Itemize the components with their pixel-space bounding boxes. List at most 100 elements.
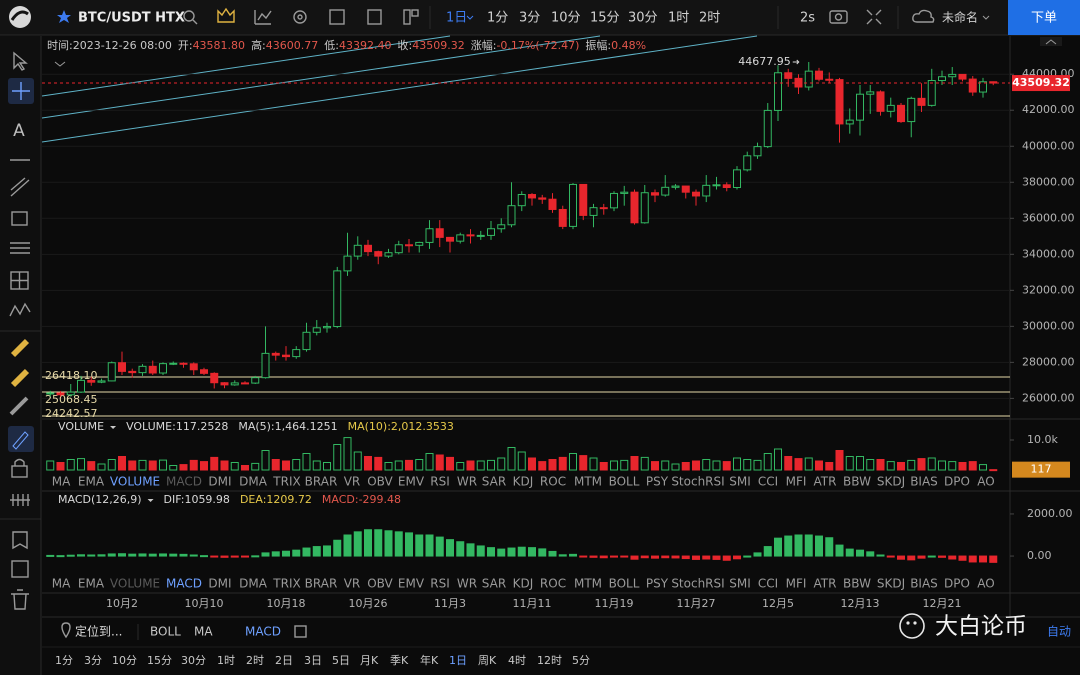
indicator-tab[interactable]: DPO xyxy=(944,577,970,591)
indicator-tab[interactable]: ATR xyxy=(814,475,837,489)
magnet-strong-tool[interactable] xyxy=(10,368,30,388)
indicator-tab[interactable]: SKDJ xyxy=(877,475,905,489)
period-option[interactable]: 30分 xyxy=(181,654,206,667)
bookmark-tool[interactable] xyxy=(12,531,28,550)
period-option[interactable]: 年K xyxy=(420,653,439,667)
period-option[interactable]: 1分 xyxy=(55,654,73,667)
indicator-tab[interactable]: AO xyxy=(977,475,994,489)
trend-line[interactable] xyxy=(41,35,758,143)
indicator-tab[interactable]: SKDJ xyxy=(877,577,905,591)
cloud-icon[interactable] xyxy=(912,9,935,23)
indicator-tab[interactable]: MTM xyxy=(574,577,602,591)
indicator-tab[interactable]: TRIX xyxy=(272,577,300,591)
period-option[interactable]: 3日 xyxy=(304,654,322,667)
indicator-tab[interactable]: SAR xyxy=(482,577,506,591)
period-option[interactable]: 2日 xyxy=(275,654,293,667)
collapse-caret[interactable] xyxy=(54,61,66,67)
indicator-tab[interactable]: MACD xyxy=(166,475,202,489)
indicator-tab[interactable]: SAR xyxy=(482,475,506,489)
locate-icon[interactable] xyxy=(61,622,71,639)
trend-line[interactable] xyxy=(41,35,601,119)
indicator-tab[interactable]: MACD xyxy=(166,577,202,591)
auto-scale[interactable]: 自动 xyxy=(1047,625,1071,639)
cursor-tool[interactable] xyxy=(13,51,28,71)
locate-button[interactable]: 定位到... xyxy=(75,624,122,639)
indicator-icon[interactable] xyxy=(254,10,272,25)
settings-icon[interactable] xyxy=(293,10,307,24)
overlay-toggle[interactable]: MACD xyxy=(245,625,281,639)
camera-icon[interactable] xyxy=(829,10,848,24)
dropdown-caret[interactable] xyxy=(147,499,154,502)
period-option[interactable]: 周K xyxy=(478,654,497,667)
period-option[interactable]: 4时 xyxy=(508,654,526,667)
period-option[interactable]: 3分 xyxy=(84,654,102,667)
indicator-tab[interactable]: BOLL xyxy=(609,475,640,489)
period-option[interactable]: 1时 xyxy=(217,654,235,667)
indicator-tab[interactable]: MA xyxy=(52,475,71,489)
period-option[interactable]: 5分 xyxy=(572,654,590,667)
crown-icon[interactable] xyxy=(217,7,235,23)
period-option[interactable]: 1时 xyxy=(668,11,689,26)
snapshot-icon[interactable] xyxy=(367,9,382,25)
indicator-tab[interactable]: MFI xyxy=(786,475,807,489)
indicator-tab[interactable]: DMI xyxy=(208,577,231,591)
interval-selected[interactable]: 1日 xyxy=(446,11,467,26)
indicator-tab[interactable]: DMA xyxy=(239,475,268,489)
period-option[interactable]: 3分 xyxy=(519,11,540,26)
refresh-rate[interactable]: 2s xyxy=(800,11,815,26)
indicator-tab[interactable]: BBW xyxy=(843,577,871,591)
symbol[interactable]: BTC/USDT HTX xyxy=(78,11,185,26)
period-option[interactable]: 1日 xyxy=(449,654,467,667)
indicator-tab[interactable]: EMA xyxy=(78,475,105,489)
visibility-tool[interactable] xyxy=(10,494,30,506)
logo[interactable] xyxy=(9,6,31,28)
period-option[interactable]: 5日 xyxy=(332,654,350,667)
indicator-tab[interactable]: TRIX xyxy=(272,475,300,489)
indicator-tab[interactable]: EMA xyxy=(78,577,105,591)
period-option[interactable]: 15分 xyxy=(590,11,620,26)
indicator-tab[interactable]: OBV xyxy=(367,475,393,489)
collapse-button[interactable] xyxy=(1040,37,1062,46)
indicator-tab[interactable]: DMA xyxy=(239,577,268,591)
trend-line[interactable] xyxy=(41,35,451,97)
rect-tool[interactable] xyxy=(11,211,28,226)
indicator-tab[interactable]: CCI xyxy=(758,475,778,489)
indicator-tab[interactable]: DPO xyxy=(944,475,970,489)
indicator-tab[interactable]: DMI xyxy=(208,475,231,489)
search-icon[interactable] xyxy=(183,10,195,22)
fib-tool[interactable] xyxy=(10,242,30,254)
draw-tool-bg[interactable] xyxy=(8,426,34,452)
indicator-tab[interactable]: BBW xyxy=(843,475,871,489)
text-tool[interactable]: A xyxy=(13,121,25,141)
indicator-tab[interactable]: CCI xyxy=(758,577,778,591)
indicator-tab[interactable]: KDJ xyxy=(513,577,534,591)
period-option[interactable]: 季K xyxy=(390,654,409,667)
indicator-tab[interactable]: MFI xyxy=(786,577,807,591)
indicator-tab[interactable]: VR xyxy=(344,475,361,489)
indicator-tab[interactable]: BIAS xyxy=(910,475,938,489)
period-option[interactable]: 2时 xyxy=(699,11,720,26)
indicator-tab[interactable]: OBV xyxy=(367,577,393,591)
indicator-tab[interactable]: StochRSI xyxy=(671,577,724,591)
favorite-star[interactable] xyxy=(57,10,71,23)
indicator-tab[interactable]: BOLL xyxy=(609,577,640,591)
indicator-tab[interactable]: EMV xyxy=(398,475,425,489)
magnet-tool[interactable] xyxy=(10,338,30,358)
period-option[interactable]: 2时 xyxy=(246,654,264,667)
indicator-tab[interactable]: VOLUME xyxy=(110,475,160,489)
indicator-tab[interactable]: ATR xyxy=(814,577,837,591)
indicator-tab[interactable]: PSY xyxy=(646,475,669,489)
edit-list-tool[interactable] xyxy=(11,560,29,578)
indicator-tab[interactable]: ROC xyxy=(540,577,566,591)
layout-icon[interactable] xyxy=(403,9,411,25)
period-option[interactable]: 月K xyxy=(360,654,379,667)
delete-tool[interactable] xyxy=(11,589,29,610)
indicator-tab[interactable]: ROC xyxy=(540,475,566,489)
indicator-tab[interactable]: StochRSI xyxy=(671,475,724,489)
indicator-tab[interactable]: SMI xyxy=(729,475,751,489)
overlay-toggle[interactable]: BOLL xyxy=(150,625,181,639)
indicator-tab[interactable]: BIAS xyxy=(910,577,938,591)
lock-tool[interactable] xyxy=(11,465,28,478)
indicator-tab[interactable]: VOLUME xyxy=(110,577,160,591)
indicator-tab[interactable]: KDJ xyxy=(513,475,534,489)
